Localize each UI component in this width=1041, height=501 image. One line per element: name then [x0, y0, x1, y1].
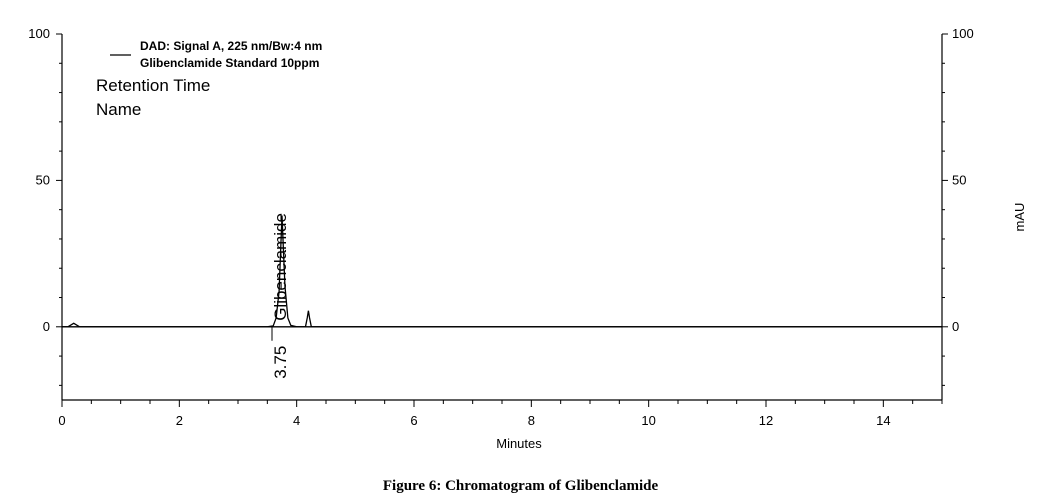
legend-sample-label: Glibenclamide Standard 10ppm: [140, 56, 319, 70]
legend: DAD: Signal A, 225 nm/Bw:4 nm Glibenclam…: [96, 39, 322, 119]
y-left-tick-label: 50: [36, 172, 50, 187]
peak-retention-time-label: 3.75: [271, 346, 290, 379]
chromatogram-line: [62, 215, 942, 328]
x-axis-title: Minutes: [496, 436, 542, 451]
x-tick-label: 2: [176, 413, 183, 428]
chromatogram-chart: 0 2 4 6 8 10 12 14 0 50 100 0 50 100 DAD: Signal A, 2…: [28, 26, 1027, 451]
x-tick-label: 8: [528, 413, 535, 428]
peak-labels: 3.75 Glibenclamide: [271, 213, 290, 379]
signal-trace: [62, 215, 942, 328]
figure-caption: Figure 6: Chromatogram of Glibenclamide: [382, 478, 659, 494]
y-right-tick-label: 0: [952, 319, 959, 334]
peak-name-label: Glibenclamide: [271, 213, 290, 321]
x-tick-label: 12: [759, 413, 773, 428]
y-left-tick-label: 100: [28, 26, 50, 41]
y-axis-title: mAU: [1012, 203, 1027, 232]
x-tick-label: 6: [410, 413, 417, 428]
retention-time-label: Retention Time: [96, 76, 210, 95]
y-right-tick-label: 100: [952, 26, 974, 41]
axis-ticks: 0 2 4 6 8 10 12 14 0 50 100 0 50 100: [28, 26, 973, 428]
x-tick-label: 14: [876, 413, 890, 428]
x-tick-label: 0: [58, 413, 65, 428]
y-left-tick-label: 0: [43, 319, 50, 334]
y-right-tick-label: 50: [952, 172, 966, 187]
legend-signal-label: DAD: Signal A, 225 nm/Bw:4 nm: [140, 39, 322, 53]
x-tick-label: 10: [641, 413, 655, 428]
x-tick-label: 4: [293, 413, 300, 428]
name-label: Name: [96, 100, 141, 119]
